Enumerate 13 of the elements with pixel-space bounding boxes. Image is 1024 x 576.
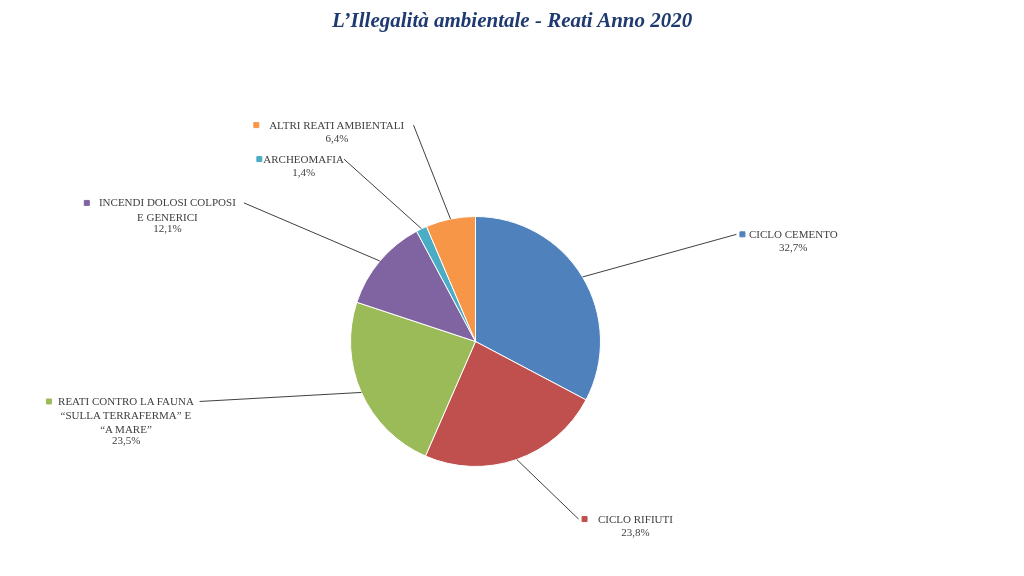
chart-title: L’Illegalità ambientale - Reati Anno 2020 [330, 7, 693, 32]
legend-label: CICLO RIFIUTI [598, 512, 674, 525]
data-label: 12,1% [153, 222, 182, 235]
legend-label: ALTRI REATI AMBIENTALI [269, 118, 405, 131]
data-label: 32,7% [779, 240, 808, 253]
data-label: 23,5% [112, 433, 141, 446]
data-label: 23,8% [621, 525, 650, 538]
legend-label: CICLO CEMENTO [748, 227, 838, 240]
legend-label: INCENDI DOLOSI COLPOSI E GENERICI [98, 196, 237, 223]
data-label: 1,4% [292, 165, 316, 178]
legend-label: ARCHEOMAFIA [263, 152, 345, 165]
data-label: 6,4% [325, 131, 349, 144]
legend-label: REATI CONTRO LA FAUNA “SULLA TERRAFERMA” E “A MARE” [58, 394, 194, 436]
